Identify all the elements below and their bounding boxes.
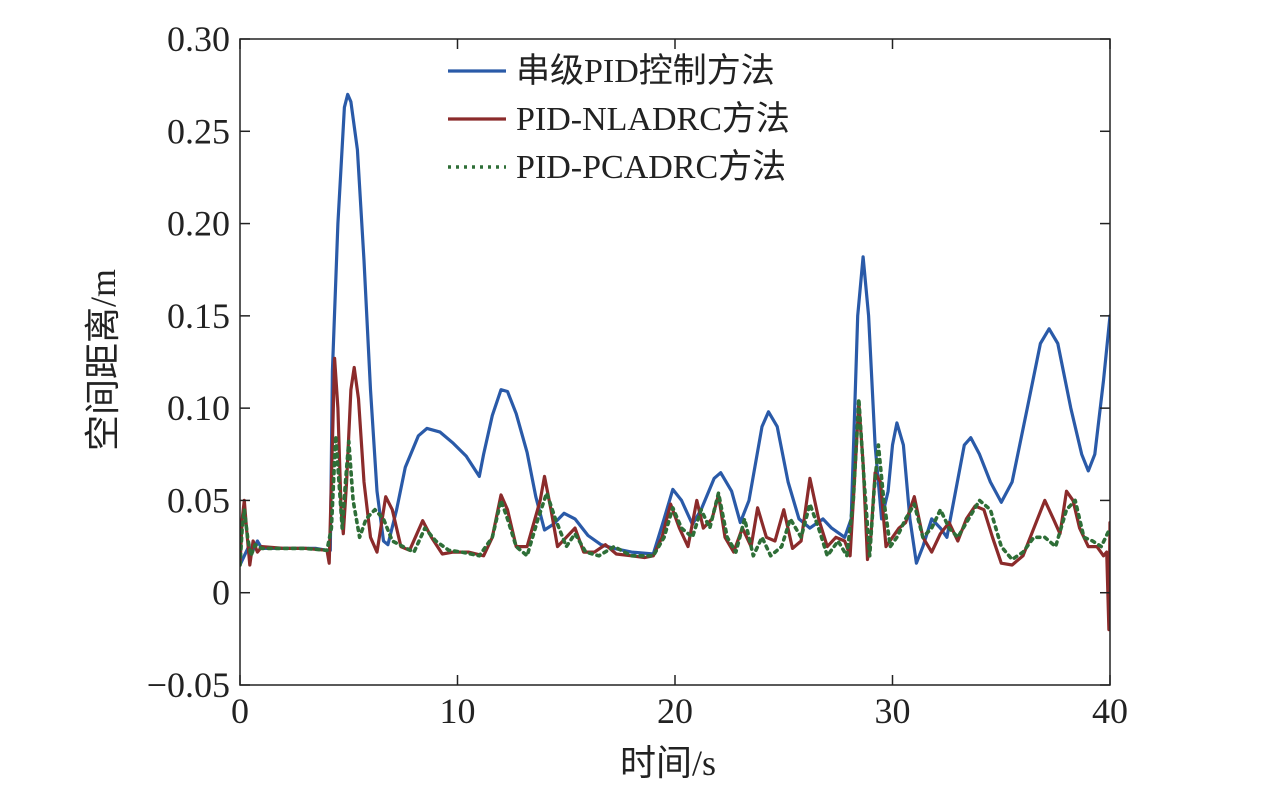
x-tick-label: 30	[875, 691, 911, 731]
legend-item-2: PID-NLADRC方法	[448, 100, 790, 138]
series-line-3	[240, 397, 1110, 567]
legend-item-3: PID-PCADRC方法	[448, 148, 786, 186]
y-tick-label: 0.30	[167, 19, 230, 59]
plot-layer	[240, 92, 1110, 632]
x-tick-label: 40	[1092, 691, 1128, 731]
legend-label: PID-NLADRC方法	[516, 100, 790, 138]
y-tick-label: −0.05	[147, 665, 230, 705]
series-line-2	[240, 356, 1110, 632]
x-tick-label: 10	[440, 691, 476, 731]
y-tick-label: 0.20	[167, 204, 230, 244]
series-line-1	[240, 92, 1110, 567]
y-axis-label: 空间距离/m	[83, 269, 123, 451]
y-tick-label: 0	[212, 573, 230, 613]
legend-item-1: 串级PID控制方法	[448, 52, 775, 90]
y-tick-label: 0.15	[167, 296, 230, 336]
x-axis-label: 时间/s	[620, 743, 716, 783]
legend-label: 串级PID控制方法	[516, 52, 775, 90]
y-tick-label: 0.25	[167, 111, 230, 151]
legend-label: PID-PCADRC方法	[516, 148, 786, 186]
y-tick-label: 0.10	[167, 388, 230, 428]
y-tick-label: 0.05	[167, 480, 230, 520]
legend: 串级PID控制方法 PID-NLADRC方法 PID-PCADRC方法	[448, 52, 790, 186]
x-tick-label: 0	[231, 691, 249, 731]
x-tick-label: 20	[657, 691, 693, 731]
